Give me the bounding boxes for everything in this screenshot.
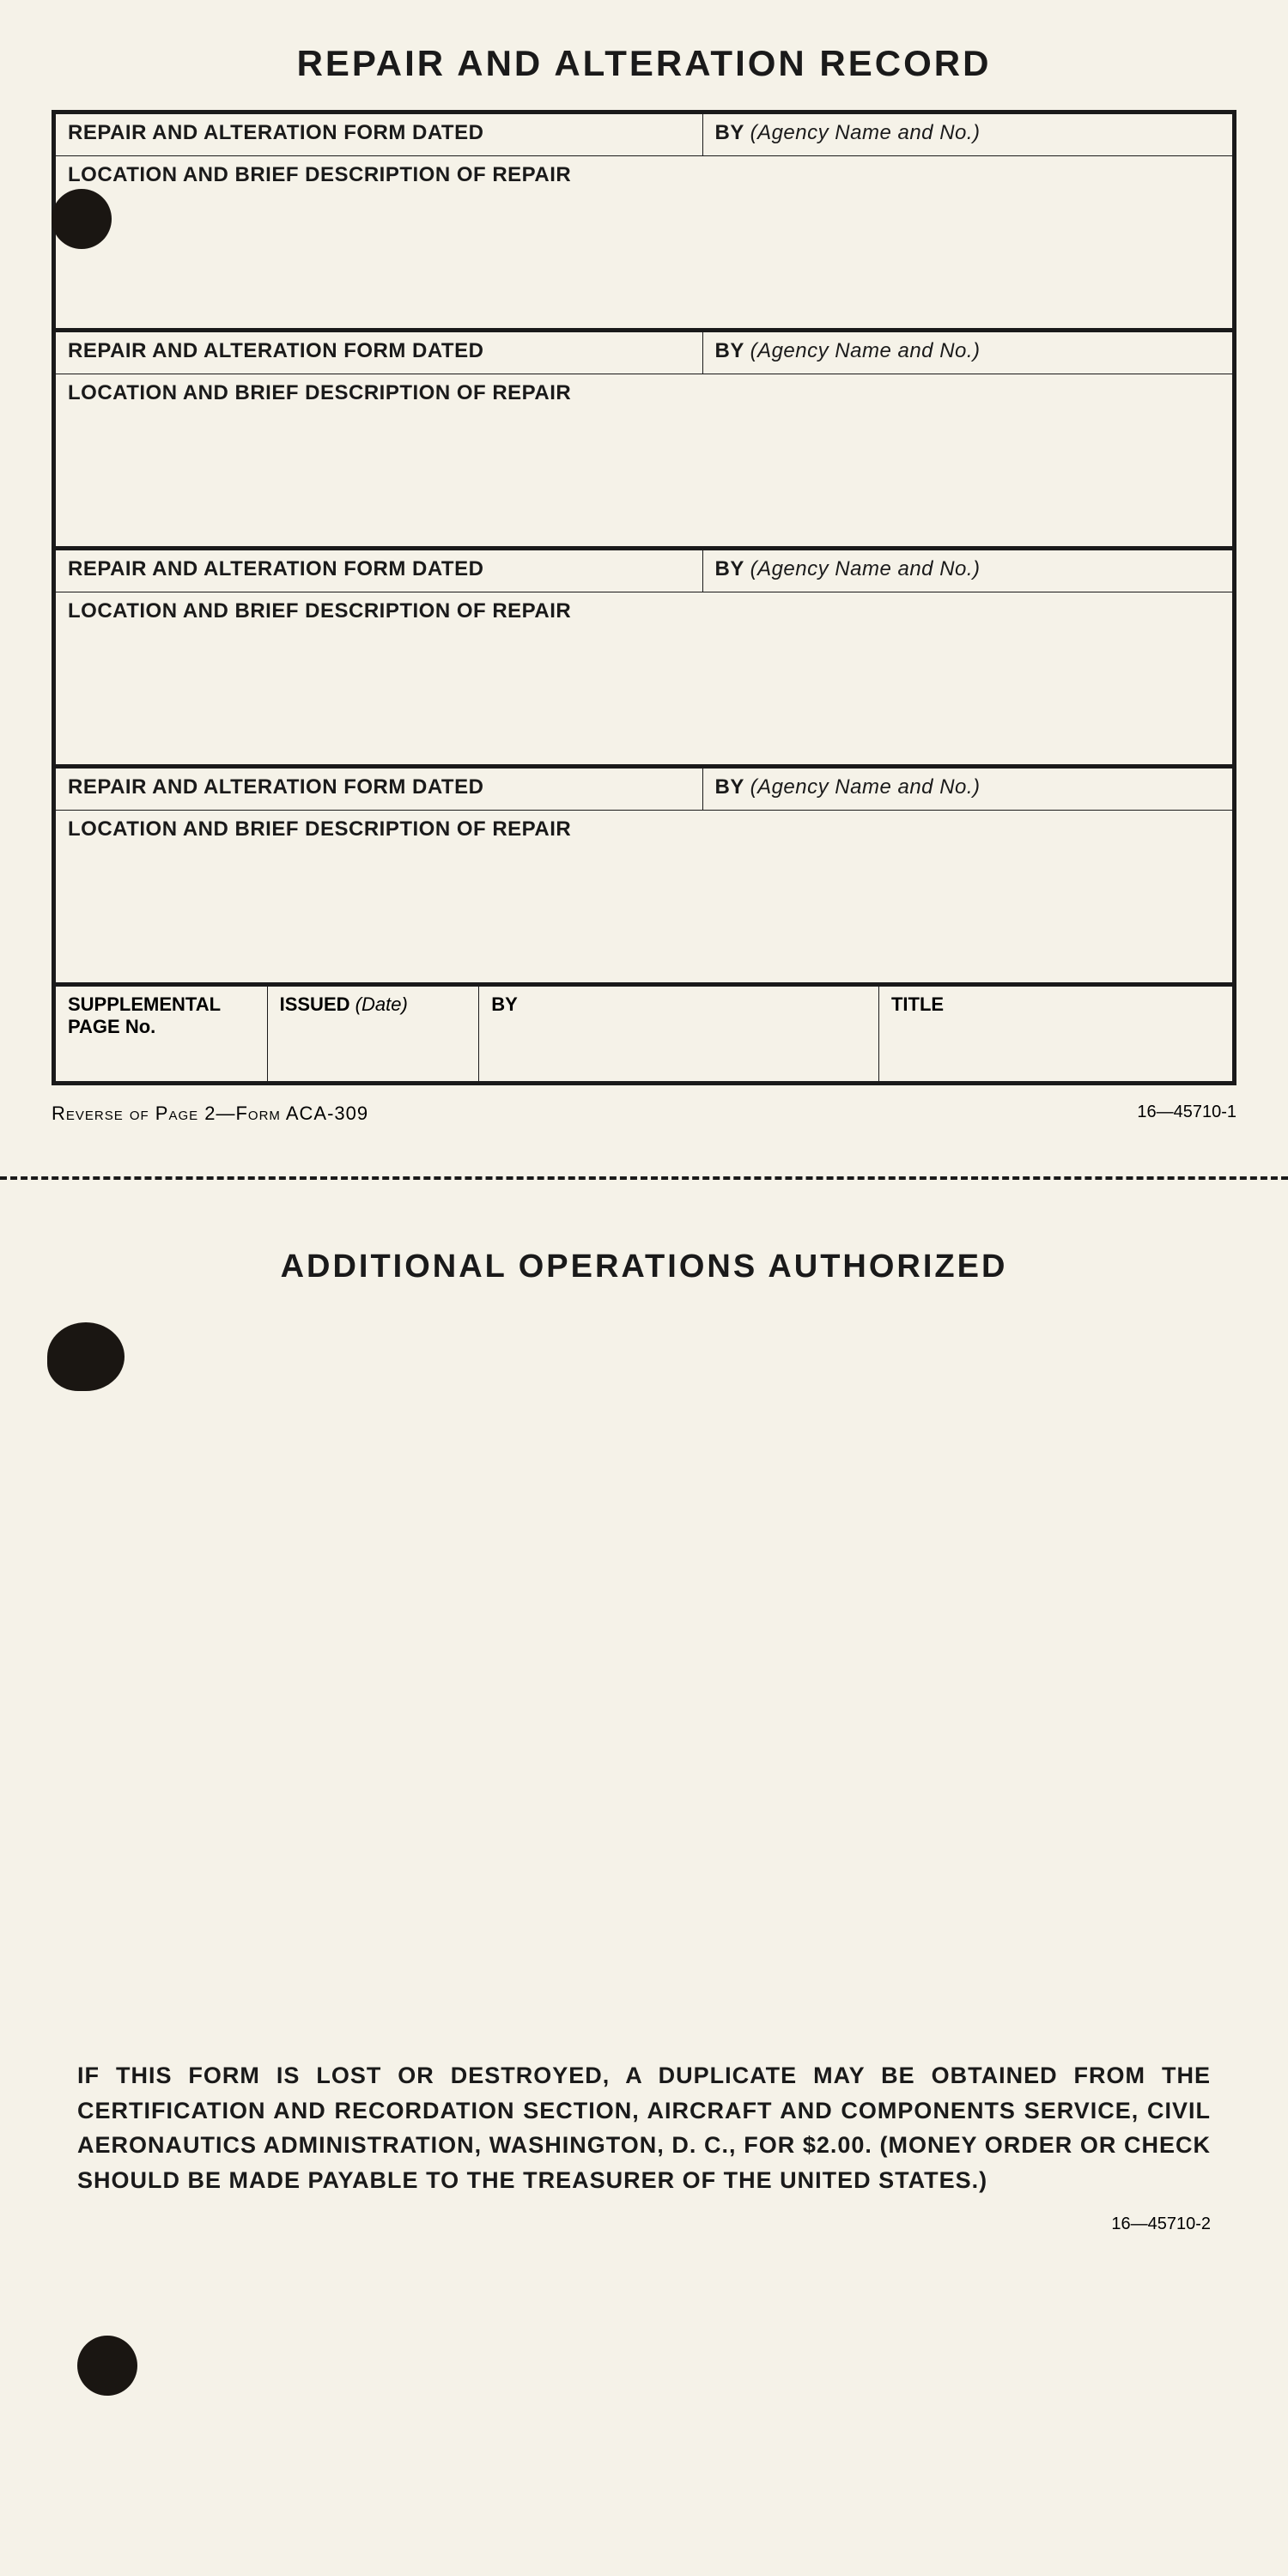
label-location-desc: LOCATION AND BRIEF DESCRIPTION OF REPAIR (56, 811, 1232, 982)
label-by: BY (Agency Name and No.) (703, 550, 1233, 592)
by-text: BY (715, 121, 744, 144)
repair-table: REPAIR AND ALTERATION FORM DATED BY (Age… (52, 110, 1236, 1085)
label-form-dated: REPAIR AND ALTERATION FORM DATED (56, 550, 703, 592)
label-by: BY (Agency Name and No.) (703, 332, 1233, 374)
label-supp-page: SUPPLEMENTAL PAGE No. (56, 987, 268, 1081)
by-note: (Agency Name and No.) (750, 775, 981, 799)
label-title-col: TITLE (879, 987, 1232, 1081)
by-note: (Agency Name and No.) (750, 121, 981, 144)
label-form-dated: REPAIR AND ALTERATION FORM DATED (56, 769, 703, 810)
issued-note: (Date) (355, 993, 408, 1015)
label-location-desc: LOCATION AND BRIEF DESCRIPTION OF REPAIR (56, 156, 1232, 328)
label-issued: ISSUED (Date) (268, 987, 480, 1081)
by-text: BY (715, 339, 744, 362)
code-bottom: 16—45710-2 (52, 2215, 1236, 2234)
punch-hole (47, 1322, 125, 1391)
label-location-desc: LOCATION AND BRIEF DESCRIPTION OF REPAIR (56, 592, 1232, 764)
code-top: 16—45710-1 (1137, 1103, 1236, 1125)
supplemental-row: SUPPLEMENTAL PAGE No. ISSUED (Date) BY T… (56, 987, 1232, 1081)
reverse-text: Reverse of Page 2—Form ACA-309 (52, 1103, 368, 1125)
by-text: BY (715, 775, 744, 799)
by-text: BY (715, 557, 744, 580)
label-form-dated: REPAIR AND ALTERATION FORM DATED (56, 332, 703, 374)
issued-text: ISSUED (280, 993, 350, 1015)
by-note: (Agency Name and No.) (750, 339, 981, 362)
tear-line (0, 1176, 1288, 1180)
label-by: BY (Agency Name and No.) (703, 114, 1233, 155)
disclaimer-text: IF THIS FORM IS LOST OR DESTROYED, A DUP… (52, 2058, 1236, 2197)
form-page: REPAIR AND ALTERATION RECORD REPAIR AND … (0, 0, 1288, 2576)
form-title: REPAIR AND ALTERATION RECORD (52, 43, 1236, 84)
label-location-desc: LOCATION AND BRIEF DESCRIPTION OF REPAIR (56, 374, 1232, 546)
label-by-col: BY (479, 987, 879, 1081)
by-note: (Agency Name and No.) (750, 557, 981, 580)
subtitle: ADDITIONAL OPERATIONS AUTHORIZED (52, 1249, 1236, 1285)
label-by: BY (Agency Name and No.) (703, 769, 1233, 810)
punch-hole (52, 189, 112, 249)
reverse-footer: Reverse of Page 2—Form ACA-309 16—45710-… (52, 1103, 1236, 1125)
label-form-dated: REPAIR AND ALTERATION FORM DATED (56, 114, 703, 155)
punch-hole (77, 2336, 137, 2396)
